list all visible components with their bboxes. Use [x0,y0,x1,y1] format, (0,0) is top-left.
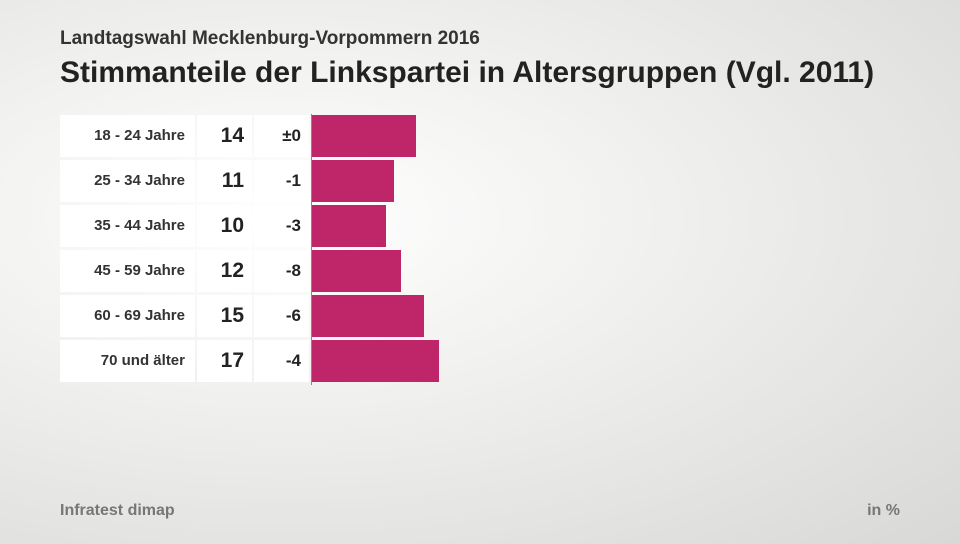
bar [311,295,424,337]
bar-chart: 18 - 24 Jahre14±025 - 34 Jahre11-135 - 4… [60,115,900,382]
bar-cell [311,115,900,157]
unit-label: in % [867,502,900,520]
bar-cell [311,205,900,247]
row-value: 10 [197,205,252,247]
bar-cell [311,250,900,292]
row-value: 11 [197,160,252,202]
chart-row: 18 - 24 Jahre14±0 [60,115,900,157]
axis-line [311,114,312,160]
row-value: 14 [197,115,252,157]
bar [311,250,401,292]
chart-row: 45 - 59 Jahre12-8 [60,250,900,292]
row-change: -1 [254,160,309,202]
chart-row: 60 - 69 Jahre15-6 [60,295,900,337]
bar-cell [311,160,900,202]
row-label: 25 - 34 Jahre [60,160,195,202]
axis-line [311,294,312,340]
row-change: -6 [254,295,309,337]
axis-line [311,249,312,295]
row-change: -8 [254,250,309,292]
source-label: Infratest dimap [60,502,175,520]
bar-cell [311,295,900,337]
chart-row: 70 und älter17-4 [60,340,900,382]
chart-title: Stimmanteile der Linkspartei in Altersgr… [60,56,900,91]
row-value: 15 [197,295,252,337]
row-change: -3 [254,205,309,247]
bar [311,160,394,202]
axis-line [311,159,312,205]
chart-row: 35 - 44 Jahre10-3 [60,205,900,247]
bar [311,340,439,382]
row-label: 35 - 44 Jahre [60,205,195,247]
row-change: ±0 [254,115,309,157]
chart-supertitle: Landtagswahl Mecklenburg-Vorpommern 2016 [60,28,900,50]
axis-line [311,339,312,385]
row-value: 12 [197,250,252,292]
chart-footer: Infratest dimap in % [60,502,900,520]
row-label: 18 - 24 Jahre [60,115,195,157]
row-change: -4 [254,340,309,382]
bar [311,115,416,157]
row-label: 45 - 59 Jahre [60,250,195,292]
axis-line [311,204,312,250]
chart-row: 25 - 34 Jahre11-1 [60,160,900,202]
row-label: 70 und älter [60,340,195,382]
bar [311,205,386,247]
row-value: 17 [197,340,252,382]
bar-cell [311,340,900,382]
row-label: 60 - 69 Jahre [60,295,195,337]
